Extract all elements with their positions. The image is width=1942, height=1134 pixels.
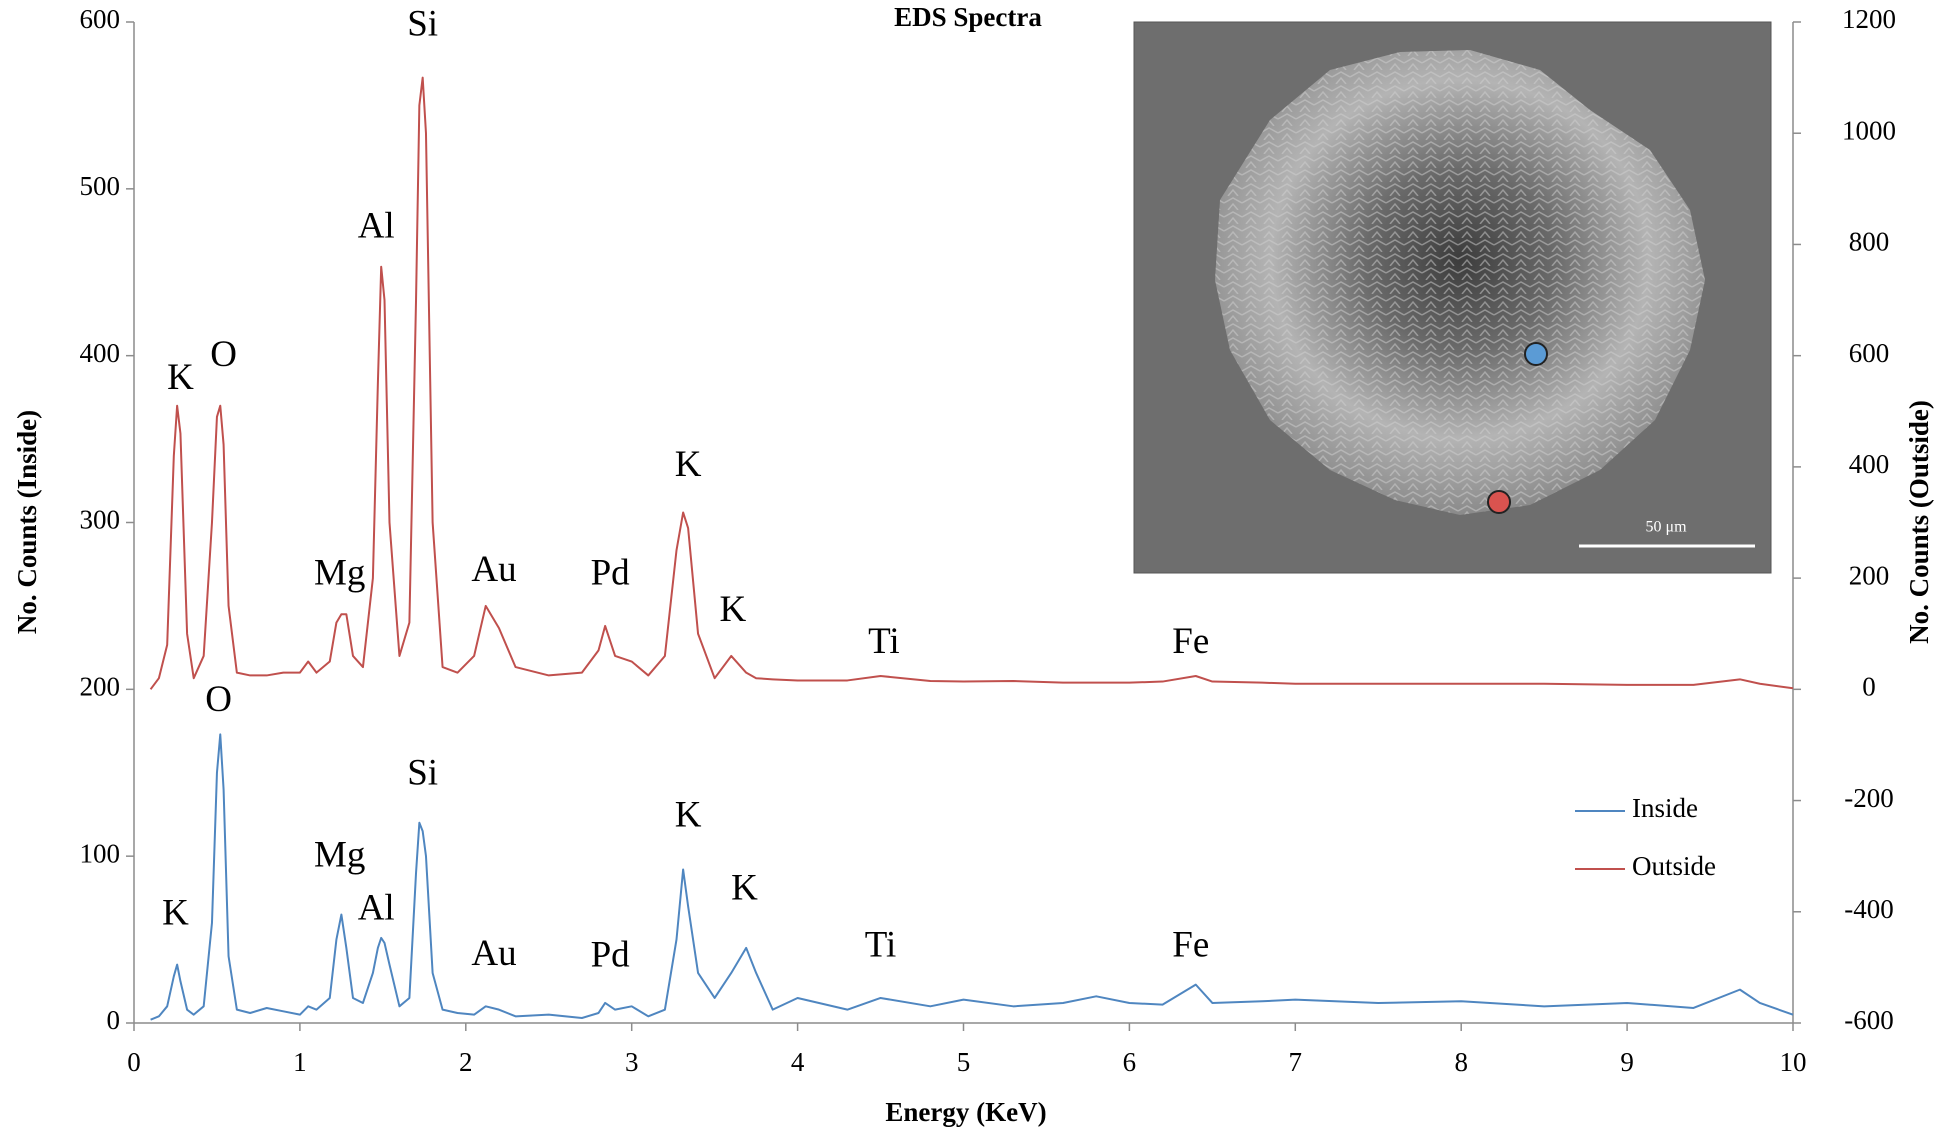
- y-tick-label: 500: [80, 171, 121, 201]
- peak-label: Si: [407, 753, 438, 794]
- x-tick-label: 5: [957, 1047, 971, 1077]
- scale-bar-label: 50 μm: [1645, 519, 1687, 536]
- peak-label: Al: [358, 888, 395, 929]
- peak-label: K: [720, 589, 747, 630]
- series-line: [149, 76, 1794, 690]
- y-tick-label: 600: [80, 4, 121, 34]
- legend-label: Outside: [1632, 851, 1716, 881]
- y2-tick-label: 800: [1849, 227, 1890, 257]
- y2-axis-title: No. Counts (Outside): [1904, 400, 1934, 644]
- peak-label: K: [675, 444, 702, 485]
- peak-label: K: [162, 893, 189, 934]
- y2-tick-label: 0: [1862, 672, 1876, 702]
- y2-tick-label: -400: [1844, 894, 1894, 924]
- peak-label: O: [205, 679, 232, 720]
- y-tick-label: 100: [80, 838, 121, 868]
- y2-tick-label: 1000: [1842, 115, 1896, 145]
- peak-label: O: [210, 334, 237, 375]
- peak-label: Ti: [868, 621, 900, 662]
- series-line: [150, 733, 1794, 1021]
- chart-title: EDS Spectra: [894, 2, 1042, 32]
- y-tick-label: 400: [80, 338, 121, 368]
- x-tick-label: 0: [127, 1047, 141, 1077]
- x-tick-label: 4: [791, 1047, 805, 1077]
- peak-label: Si: [407, 3, 438, 44]
- x-tick-label: 9: [1620, 1047, 1634, 1077]
- x-tick-label: 8: [1454, 1047, 1468, 1077]
- x-tick-label: 3: [625, 1047, 639, 1077]
- legend-label: Inside: [1632, 793, 1698, 823]
- y2-tick-label: 400: [1849, 449, 1890, 479]
- x-tick-label: 6: [1123, 1047, 1137, 1077]
- y2-tick-label: -600: [1844, 1005, 1894, 1035]
- x-axis-title: Energy (KeV): [885, 1097, 1046, 1127]
- y-tick-label: 200: [80, 672, 121, 702]
- peak-label: K: [167, 357, 194, 398]
- peak-label: Al: [358, 205, 395, 246]
- y-tick-label: 0: [107, 1005, 121, 1035]
- peak-label: Pd: [591, 552, 631, 593]
- x-tick-label: 1: [293, 1047, 307, 1077]
- peak-label: Pd: [591, 934, 631, 975]
- peak-label: Fe: [1172, 924, 1209, 965]
- sem-inset: 50 μm: [1133, 21, 1772, 574]
- y-tick-label: 300: [80, 505, 121, 535]
- peak-label: Au: [471, 933, 516, 974]
- outside-marker: [1487, 490, 1511, 514]
- y2-tick-label: -200: [1844, 783, 1894, 813]
- inset-texture: [1215, 50, 1705, 515]
- y2-tick-label: 600: [1849, 338, 1890, 368]
- peak-label: Fe: [1172, 621, 1209, 662]
- inside-marker: [1524, 342, 1548, 366]
- y-axis-title: No. Counts (Inside): [12, 410, 42, 634]
- peak-label: Mg: [314, 552, 365, 593]
- x-tick-label: 7: [1289, 1047, 1303, 1077]
- y2-tick-label: 1200: [1842, 4, 1896, 34]
- x-tick-label: 2: [459, 1047, 473, 1077]
- peak-label: K: [675, 794, 702, 835]
- x-tick-label: 10: [1780, 1047, 1807, 1077]
- peak-label: Au: [471, 549, 516, 590]
- y2-tick-label: 200: [1849, 560, 1890, 590]
- peak-label: K: [731, 868, 758, 909]
- peak-label: Ti: [865, 924, 897, 965]
- peak-label: Mg: [314, 834, 365, 875]
